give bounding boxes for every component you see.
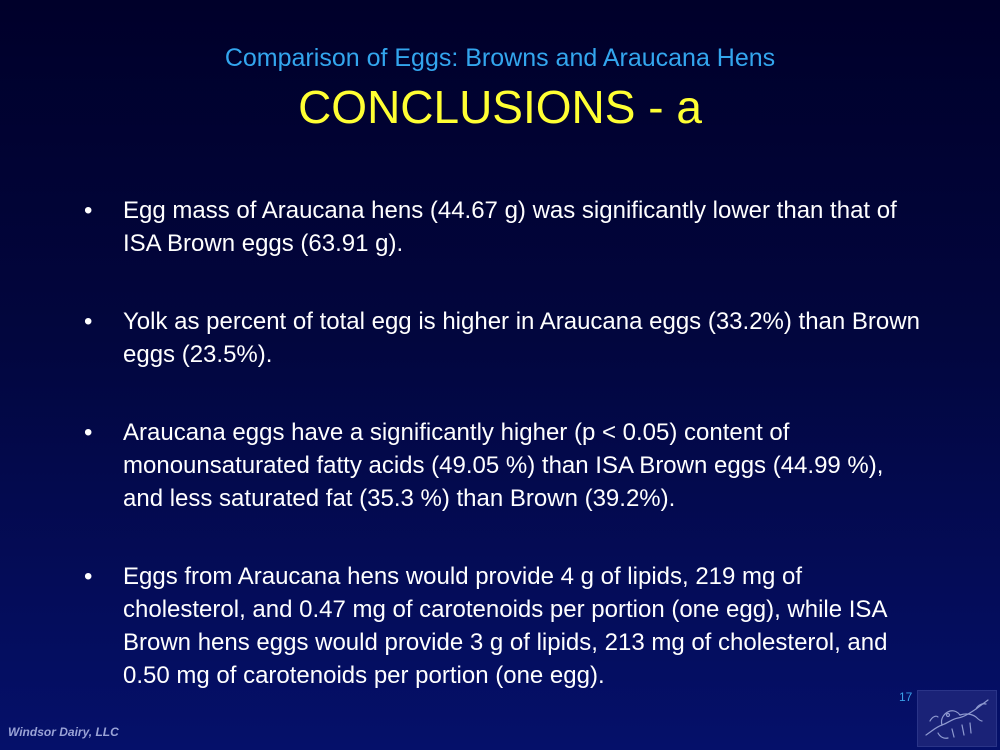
bullet-text: Araucana eggs have a significantly highe… <box>123 419 884 512</box>
bullet-text: Yolk as percent of total egg is higher i… <box>123 308 920 368</box>
slide-subtitle: Comparison of Eggs: Browns and Araucana … <box>224 44 776 72</box>
bullet-item: • Egg mass of Araucana hens (44.67 g) wa… <box>84 194 924 260</box>
bullet-item: • Yolk as percent of total egg is higher… <box>84 305 924 371</box>
bullet-dot: • <box>84 563 93 590</box>
bullet-text: Eggs from Araucana hens would provide 4 … <box>123 563 888 689</box>
footer-company: Windsor Dairy, LLC <box>8 725 119 739</box>
logo-drawing <box>925 699 989 739</box>
bullet-text: Egg mass of Araucana hens (44.67 g) was … <box>123 197 897 257</box>
bullet-list: • Egg mass of Araucana hens (44.67 g) wa… <box>84 194 924 737</box>
farm-animals-logo-icon <box>917 690 997 747</box>
bullet-item: • Araucana eggs have a significantly hig… <box>84 416 924 515</box>
bullet-dot: • <box>84 308 93 335</box>
page-number: 17 <box>899 690 913 704</box>
bullet-dot: • <box>84 419 93 446</box>
slide-title: CONCLUSIONS - a <box>298 81 702 133</box>
bullet-dot: • <box>84 197 93 224</box>
bullet-item: • Eggs from Araucana hens would provide … <box>84 560 924 692</box>
